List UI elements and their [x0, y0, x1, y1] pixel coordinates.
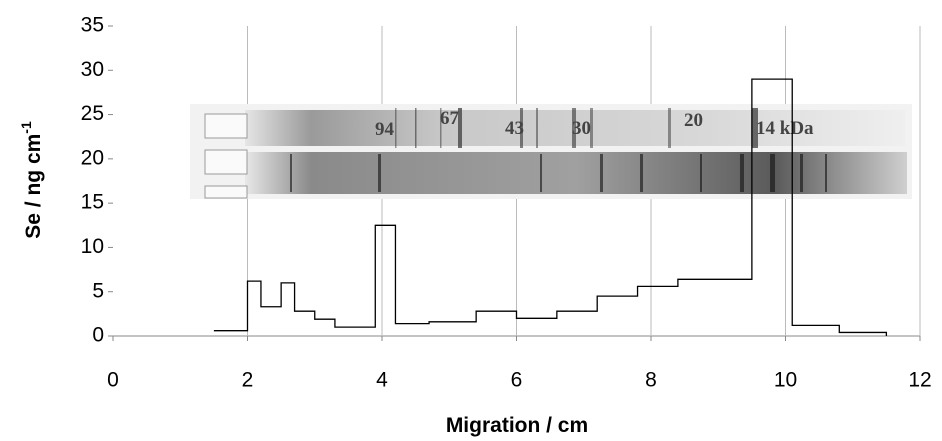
x-tick-label: 12	[908, 369, 931, 392]
gel-well	[205, 186, 247, 198]
gel-lane	[245, 152, 907, 194]
gel-band	[700, 154, 702, 192]
gel-label: 67	[440, 108, 460, 129]
x-tick-label: 4	[376, 369, 388, 392]
gel-band	[415, 108, 417, 148]
gel-label: 14 kDa	[756, 118, 814, 139]
gel-well	[205, 150, 247, 174]
x-tick-label: 2	[242, 369, 254, 392]
x-tick-label: 10	[774, 369, 797, 392]
gel-band	[770, 154, 775, 192]
gel-label: 94	[375, 119, 395, 140]
y-tick-label: 10	[81, 235, 104, 258]
y-axis-label-sup: -1	[18, 121, 34, 134]
gel-label: 30	[572, 118, 591, 139]
gel-band	[668, 108, 671, 148]
gel-band	[600, 154, 603, 192]
gel-band	[740, 154, 744, 192]
gel-band	[290, 154, 292, 192]
x-tick-label: 6	[511, 369, 523, 392]
x-tick-label: 8	[645, 369, 657, 392]
chart: 946743302014 kDa Migration / cm Se / ng …	[0, 0, 942, 441]
y-tick-label: 25	[81, 102, 104, 125]
gel-band	[800, 154, 803, 192]
y-tick-label: 35	[81, 14, 104, 37]
gel-label: 43	[505, 118, 524, 139]
gel-band	[395, 108, 397, 148]
gel-band	[378, 154, 381, 192]
y-tick-label: 0	[92, 324, 104, 347]
gel-well	[205, 114, 247, 138]
x-tick-label: 0	[107, 369, 119, 392]
y-axis-label-text: Se / ng cm	[22, 134, 45, 239]
gel-band	[536, 108, 538, 148]
gel-band	[825, 154, 827, 192]
gel-band	[540, 154, 542, 192]
y-axis-label: Se / ng cm-1	[18, 121, 45, 239]
x-axis-label: Migration / cm	[446, 414, 588, 437]
y-tick-label: 20	[81, 146, 104, 169]
y-tick-label: 5	[92, 279, 104, 302]
y-tick-label: 15	[81, 191, 104, 214]
gel-band	[640, 154, 643, 192]
gel-label: 20	[684, 110, 703, 131]
y-tick-label: 30	[81, 58, 104, 81]
